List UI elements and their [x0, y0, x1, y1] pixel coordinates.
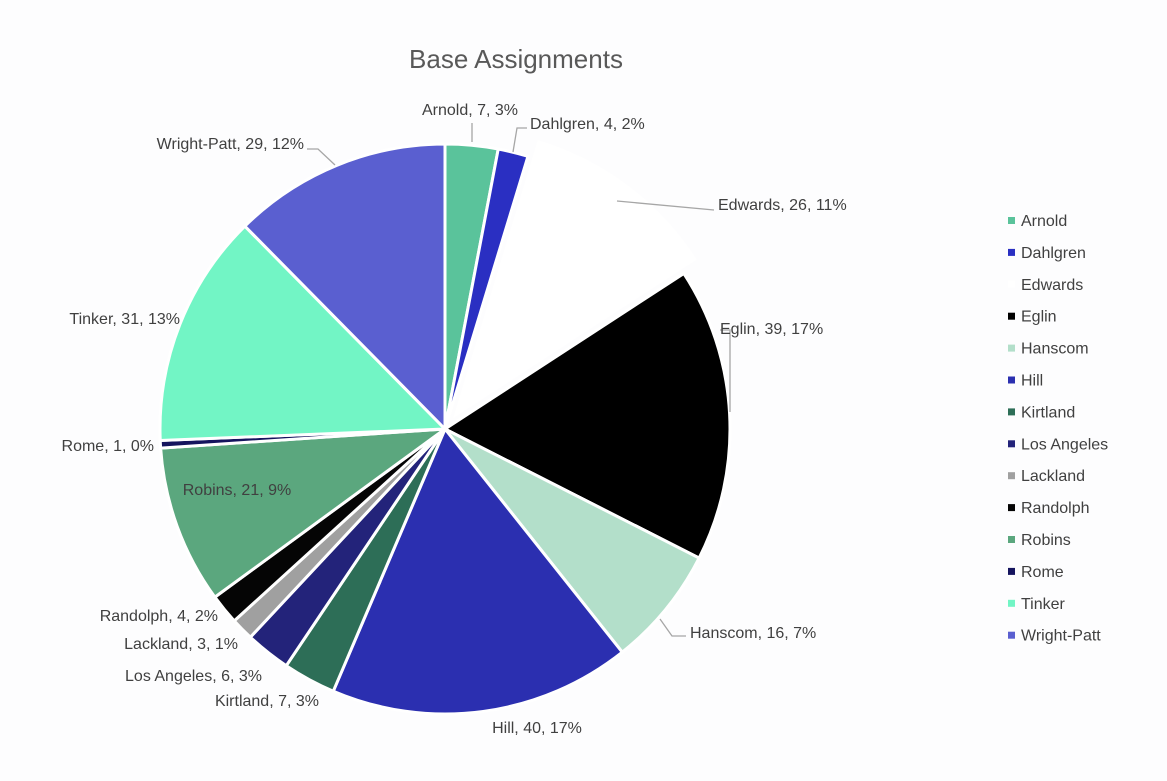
data-label-los-angeles: Los Angeles, 6, 3%: [125, 668, 262, 685]
slice-eglin: [442, 271, 732, 561]
legend-marker-dahlgren: [1008, 248, 1015, 256]
legend-marker-robins: [1008, 536, 1015, 543]
legend-marker-kirtland: [1008, 408, 1015, 416]
legend-item-kirtland: Kirtland: [1008, 404, 1075, 421]
slice-hill: [331, 426, 625, 716]
legend-label-rome: Rome: [1021, 564, 1064, 581]
legend-label-randolph: Randolph: [1021, 500, 1090, 517]
data-label-rome: Rome, 1, 0%: [62, 438, 154, 455]
legend-marker-tinker: [1008, 599, 1015, 607]
data-label-lackland: Lackland, 3, 1%: [124, 636, 238, 653]
leader-lines: [307, 123, 731, 637]
data-label-robins: Robins, 21, 9%: [183, 482, 292, 499]
legend-label-eglin: Eglin: [1021, 309, 1057, 326]
slice-hanscom: [443, 427, 702, 655]
slice-dahlgren: [443, 147, 530, 430]
leader-line-edwards: [616, 200, 715, 211]
legend-item-hill: Hill: [1008, 373, 1043, 390]
legend-marker-lackland: [1008, 472, 1015, 480]
legend-item-edwards: Edwards: [1008, 277, 1083, 294]
legend-label-hill: Hill: [1021, 373, 1043, 390]
legend-marker-los-angeles: [1008, 440, 1015, 448]
legend-item-arnold: Arnold: [1008, 213, 1067, 230]
pie-slices: [158, 140, 732, 716]
legend-marker-wright-patt: [1008, 631, 1015, 639]
leader-line-hanscom: [659, 618, 686, 637]
slice-wright-patt: [242, 142, 447, 433]
data-label-kirtland: Kirtland, 7, 3%: [215, 693, 319, 710]
data-label-randolph: Randolph, 4, 2%: [100, 608, 218, 625]
leader-line-dahlgren: [512, 127, 527, 153]
legend-label-robins: Robins: [1021, 532, 1071, 549]
data-label-edwards: Edwards, 26, 11%: [718, 197, 847, 214]
data-label-tinker: Tinker, 31, 13%: [69, 311, 180, 328]
legend-label-arnold: Arnold: [1021, 213, 1067, 230]
legend-item-los-angeles: Los Angeles: [1008, 436, 1108, 453]
data-label-arnold: Arnold, 7, 3%: [422, 102, 518, 119]
leader-line-eglin: [720, 329, 731, 412]
legend-item-dahlgren: Dahlgren: [1008, 245, 1086, 262]
legend-item-tinker: Tinker: [1008, 596, 1066, 613]
legend-label-kirtland: Kirtland: [1021, 404, 1075, 421]
legend-marker-arnold: [1008, 217, 1015, 224]
legend-item-wright-patt: Wright-Patt: [1008, 628, 1101, 645]
data-label-dahlgren: Dahlgren, 4, 2%: [530, 116, 645, 133]
legend: Arnold Dahlgren Edwards Eglin Hanscom Hill Kir…: [1008, 213, 1108, 645]
legend-label-tinker: Tinker: [1021, 596, 1066, 613]
legend-marker-hanscom: [1008, 344, 1015, 352]
legend-label-dahlgren: Dahlgren: [1021, 245, 1086, 262]
legend-item-robins: Robins: [1008, 532, 1071, 549]
legend-item-randolph: Randolph: [1008, 500, 1090, 517]
legend-marker-hill: [1008, 376, 1015, 384]
legend-label-wright-patt: Wright-Patt: [1021, 628, 1101, 645]
legend-label-los-angeles: Los Angeles: [1021, 436, 1108, 453]
legend-marker-eglin: [1008, 312, 1015, 320]
legend-label-edwards: Edwards: [1021, 277, 1083, 294]
legend-label-lackland: Lackland: [1021, 468, 1085, 485]
data-label-wright-patt: Wright-Patt, 29, 12%: [157, 136, 304, 153]
leader-line-wright-patt: [307, 148, 336, 166]
data-label-hill: Hill, 40, 17%: [492, 720, 582, 737]
slice-robins: [159, 427, 451, 600]
legend-item-eglin: Eglin: [1008, 309, 1057, 326]
legend-item-rome: Rome: [1008, 564, 1064, 581]
legend-item-hanscom: Hanscom: [1008, 341, 1089, 358]
data-label-hanscom: Hanscom, 16, 7%: [690, 625, 816, 642]
legend-marker-randolph: [1008, 504, 1015, 512]
data-label-eglin: Eglin, 39, 17%: [720, 321, 823, 338]
data-labels: Arnold, 7, 3% Dahlgren, 4, 2% Edwards, 26,…: [62, 102, 847, 737]
slice-tinker: [158, 224, 449, 443]
legend-marker-rome: [1008, 567, 1015, 575]
chart-title: Base Assignments: [409, 44, 623, 74]
legend-label-hanscom: Hanscom: [1021, 341, 1089, 358]
slice-edwards: [453, 140, 697, 419]
legend-item-lackland: Lackland: [1008, 468, 1085, 485]
legend-marker-edwards: [1008, 280, 1015, 288]
